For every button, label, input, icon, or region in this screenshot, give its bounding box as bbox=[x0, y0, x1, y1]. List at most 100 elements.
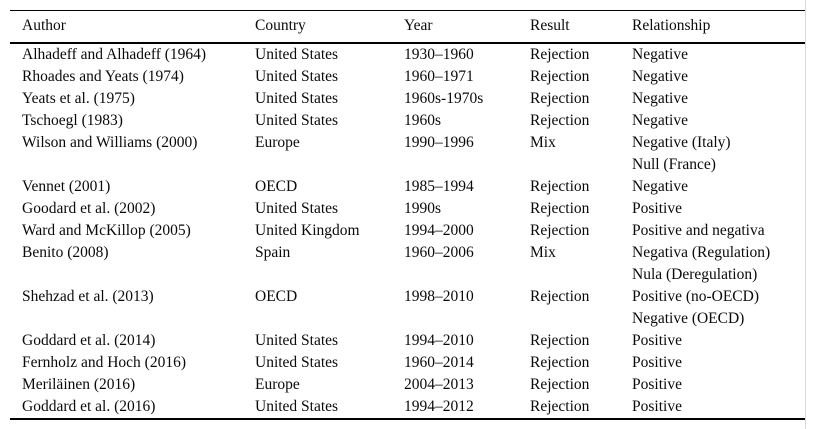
relationship-line: Negative (OECD) bbox=[632, 309, 745, 327]
year-cell: 1994–2010 bbox=[404, 331, 474, 349]
relationship-line: Nula (Deregulation) bbox=[632, 265, 758, 283]
relationship-cell: Negative bbox=[632, 176, 805, 198]
author-cell: Meriläinen (2016) bbox=[22, 375, 136, 393]
year-cell: 1985–1994 bbox=[404, 177, 474, 195]
relationship-line: Positive bbox=[632, 375, 682, 393]
table-row: Goddard et al. (2014) United States 1994–2… bbox=[10, 330, 805, 352]
page-edge-line bbox=[805, 0, 806, 429]
result-cell: Rejection bbox=[530, 397, 590, 415]
relationship-line: Positive and negativa bbox=[632, 221, 765, 239]
relationship-cell: Positive bbox=[632, 198, 805, 220]
table-row: Vennet (2001) OECD 1985–1994 Rejection Negat… bbox=[10, 176, 805, 198]
relationship-cell: Negative bbox=[632, 110, 805, 132]
relationship-line: Negative bbox=[632, 177, 688, 195]
year-cell: 1994–2012 bbox=[404, 397, 474, 415]
result-cell: Rejection bbox=[530, 177, 590, 195]
table-row: Goddard et al. (2016) United States 1994–2… bbox=[10, 396, 805, 419]
result-cell: Rejection bbox=[530, 353, 590, 371]
year-cell: 1990s bbox=[404, 199, 442, 217]
country-cell: Spain bbox=[255, 243, 291, 261]
year-cell: 1994–2000 bbox=[404, 221, 474, 239]
relationship-cell: Negativa (Regulation) Nula (Deregulation) bbox=[632, 242, 805, 286]
result-cell: Rejection bbox=[530, 221, 590, 239]
table-row: Tschoegl (1983) United States 1960s Rejecti… bbox=[10, 110, 805, 132]
result-cell: Rejection bbox=[530, 89, 590, 107]
col-header-year: Year bbox=[404, 10, 530, 44]
relationship-cell: Positive bbox=[632, 330, 805, 352]
result-cell: Rejection bbox=[530, 67, 590, 85]
table-body: Alhadeff and Alhadeff (1964) United State… bbox=[10, 43, 805, 419]
relationship-cell: Positive bbox=[632, 374, 805, 396]
relationship-line: Negative bbox=[632, 89, 688, 107]
year-cell: 1990–1996 bbox=[404, 133, 474, 151]
country-cell: United States bbox=[255, 353, 339, 371]
author-cell: Wilson and Williams (2000) bbox=[22, 133, 198, 151]
relationship-line: Negative bbox=[632, 111, 688, 129]
country-cell: United States bbox=[255, 45, 339, 63]
relationship-cell: Positive (no-OECD) Negative (OECD) bbox=[632, 286, 805, 330]
result-cell: Rejection bbox=[530, 375, 590, 393]
relationship-line: Null (France) bbox=[632, 155, 716, 173]
relationship-line: Positive (no-OECD) bbox=[632, 287, 760, 305]
col-header-relationship: Relationship bbox=[632, 10, 805, 44]
author-cell: Ward and McKillop (2005) bbox=[22, 221, 191, 239]
table-row: Ward and McKillop (2005) United Kingdom 19… bbox=[10, 220, 805, 242]
relationship-cell: Negative bbox=[632, 88, 805, 110]
table-row: Meriläinen (2016) Europe 2004–2013 Rejectio… bbox=[10, 374, 805, 396]
year-cell: 1998–2010 bbox=[404, 287, 474, 305]
author-cell: Tschoegl (1983) bbox=[22, 111, 123, 129]
result-cell: Rejection bbox=[530, 199, 590, 217]
country-cell: Europe bbox=[255, 375, 300, 393]
table-row: Shehzad et al. (2013) OECD 1998–2010 Reject… bbox=[10, 286, 805, 330]
country-cell: United Kingdom bbox=[255, 221, 360, 239]
relationship-line: Positive bbox=[632, 397, 682, 415]
relationship-cell: Positive bbox=[632, 352, 805, 374]
author-cell: Rhoades and Yeats (1974) bbox=[22, 67, 184, 85]
year-cell: 1960–1971 bbox=[404, 67, 474, 85]
year-cell: 1930–1960 bbox=[404, 45, 474, 63]
year-cell: 1960s-1970s bbox=[404, 89, 484, 107]
result-cell: Rejection bbox=[530, 287, 590, 305]
result-cell: Mix bbox=[530, 243, 556, 261]
relationship-cell: Negative bbox=[632, 66, 805, 88]
literature-review-table: Author Country Year Result Relationship … bbox=[10, 10, 805, 420]
author-cell: Benito (2008) bbox=[22, 243, 109, 261]
author-cell: Goddard et al. (2014) bbox=[22, 331, 156, 349]
relationship-cell: Negative bbox=[632, 43, 805, 66]
country-cell: United States bbox=[255, 397, 339, 415]
header-row: Author Country Year Result Relationship bbox=[10, 10, 805, 44]
col-header-author: Author bbox=[10, 10, 255, 44]
result-cell: Rejection bbox=[530, 45, 590, 63]
year-cell: 1960–2014 bbox=[404, 353, 474, 371]
table-row: Alhadeff and Alhadeff (1964) United State… bbox=[10, 43, 805, 66]
table-row: Goodard et al. (2002) United States 1990s R… bbox=[10, 198, 805, 220]
relationship-line: Negative bbox=[632, 45, 688, 63]
year-cell: 1960s bbox=[404, 111, 442, 129]
relationship-line: Negativa (Regulation) bbox=[632, 243, 771, 261]
table-row: Yeats et al. (1975) United States 1960s-19… bbox=[10, 88, 805, 110]
relationship-cell: Positive bbox=[632, 396, 805, 419]
country-cell: Europe bbox=[255, 133, 300, 151]
table-row: Wilson and Williams (2000) Europe 1990–199… bbox=[10, 132, 805, 176]
author-cell: Vennet (2001) bbox=[22, 177, 111, 195]
result-cell: Rejection bbox=[530, 331, 590, 349]
col-header-country: Country bbox=[255, 10, 404, 44]
country-cell: United States bbox=[255, 199, 339, 217]
relationship-line: Negative (Italy) bbox=[632, 133, 731, 151]
author-cell: Fernholz and Hoch (2016) bbox=[22, 353, 186, 371]
country-cell: United States bbox=[255, 67, 339, 85]
table-row: Fernholz and Hoch (2016) United States 196… bbox=[10, 352, 805, 374]
relationship-line: Positive bbox=[632, 353, 682, 371]
country-cell: OECD bbox=[255, 287, 298, 305]
country-cell: United States bbox=[255, 111, 339, 129]
relationship-cell: Negative (Italy) Null (France) bbox=[632, 132, 805, 176]
relationship-line: Positive bbox=[632, 199, 682, 217]
year-cell: 2004–2013 bbox=[404, 375, 474, 393]
author-cell: Alhadeff and Alhadeff (1964) bbox=[22, 45, 207, 63]
author-cell: Yeats et al. (1975) bbox=[22, 89, 135, 107]
relationship-line: Positive bbox=[632, 331, 682, 349]
author-cell: Shehzad et al. (2013) bbox=[22, 287, 154, 305]
relationship-cell: Positive and negativa bbox=[632, 220, 805, 242]
author-cell: Goddard et al. (2016) bbox=[22, 397, 156, 415]
